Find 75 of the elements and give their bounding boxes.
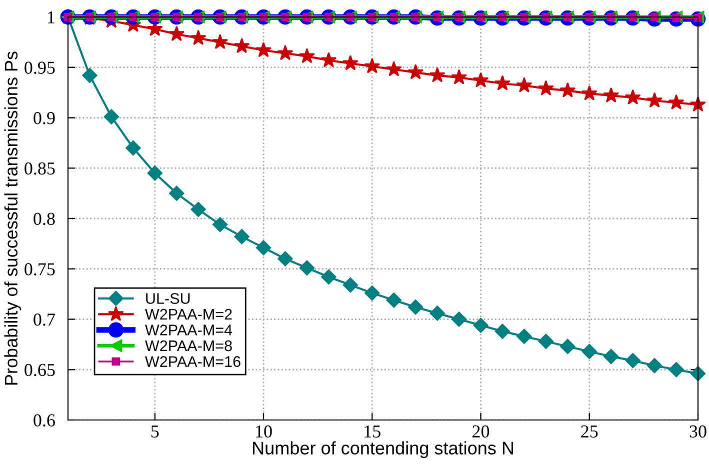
x-tick-label: 30	[690, 425, 706, 438]
y-axis-title: Probability of successful transmissions Ps	[4, 52, 22, 385]
y-tick-label: 1	[48, 11, 54, 24]
legend-label: W2PAA-M=8	[145, 340, 232, 352]
point	[212, 216, 228, 232]
point	[104, 109, 120, 124]
y-tick-label: 0.65	[24, 364, 55, 376]
point	[429, 67, 446, 82]
y-tick-label: 0.6	[34, 414, 55, 427]
legend-label: W2PAA-M=4	[145, 324, 232, 336]
point	[386, 292, 402, 308]
y-tick-label: 0.9	[34, 112, 55, 124]
y-tick-label: 0.95	[24, 62, 55, 74]
point	[690, 366, 706, 382]
x-tick-label: 10	[256, 425, 272, 438]
legend-label: UL-SU	[146, 293, 190, 304]
legend-label: W2PAA-M=16	[145, 356, 240, 367]
point	[342, 55, 358, 70]
point	[603, 87, 620, 102]
point	[190, 30, 206, 46]
point	[430, 306, 445, 321]
point	[494, 324, 510, 339]
point	[668, 362, 684, 378]
point	[168, 26, 185, 41]
x-axis-title: Number of contending stations N	[253, 441, 514, 458]
point	[364, 58, 380, 74]
point	[581, 85, 598, 100]
point	[473, 318, 488, 333]
point	[147, 166, 162, 181]
point	[472, 72, 489, 88]
point	[321, 269, 336, 285]
point	[82, 68, 98, 84]
point	[278, 251, 293, 266]
x-tick-label: 5	[151, 426, 159, 438]
point	[277, 44, 294, 60]
point	[516, 77, 532, 92]
x-tick-label: 15	[364, 425, 380, 438]
point	[451, 69, 467, 84]
point	[299, 260, 315, 276]
point	[625, 352, 640, 368]
point	[234, 229, 250, 244]
point	[299, 48, 315, 64]
point	[364, 285, 380, 301]
point	[538, 334, 554, 349]
point	[582, 344, 597, 360]
point	[342, 277, 358, 293]
point	[494, 75, 510, 90]
y-tick-label: 0.7	[34, 314, 55, 326]
point	[234, 38, 250, 54]
point	[560, 338, 576, 354]
x-tick-label: 20	[472, 425, 490, 438]
point	[386, 61, 402, 76]
y-tick-label: 0.85	[24, 162, 55, 175]
point	[212, 34, 228, 50]
point	[408, 64, 424, 80]
point	[451, 312, 467, 327]
point	[516, 328, 532, 344]
point	[668, 94, 684, 110]
point	[624, 89, 641, 104]
point	[126, 140, 141, 156]
point	[646, 358, 662, 374]
point	[169, 186, 184, 201]
point	[646, 92, 663, 108]
point	[408, 300, 424, 315]
point	[604, 348, 619, 364]
point	[256, 240, 272, 256]
point	[560, 82, 576, 98]
y-tick-label: 0.75	[24, 263, 55, 276]
point	[256, 42, 272, 58]
x-tick-label: 25	[581, 425, 598, 438]
point	[538, 80, 554, 96]
point	[320, 52, 337, 68]
point	[190, 202, 206, 217]
y-tick-label: 0.8	[34, 212, 55, 226]
legend-label: W2PAA-M=2	[145, 308, 232, 320]
